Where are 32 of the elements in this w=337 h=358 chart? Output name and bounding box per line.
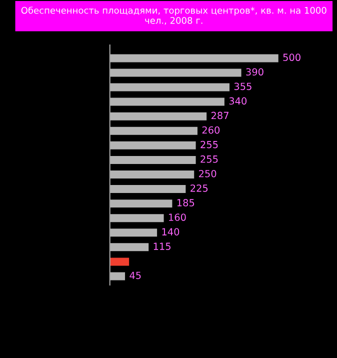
bar (110, 228, 158, 237)
bar (110, 258, 130, 266)
data-label: 160 (169, 214, 186, 221)
bar (110, 214, 164, 222)
data-label: 45 (130, 272, 141, 280)
data-label: 390 (246, 68, 264, 76)
data-label: 500 (283, 54, 300, 62)
bar (110, 98, 224, 106)
data-label: 255 (200, 155, 218, 163)
bar (110, 112, 207, 120)
bar (110, 54, 278, 62)
data-label: 287 (211, 112, 228, 120)
bar (110, 83, 230, 92)
bar (110, 170, 194, 178)
bar (110, 272, 126, 280)
bar (110, 200, 172, 208)
bar (110, 141, 196, 150)
data-label: 140 (162, 228, 180, 236)
data-label: 225 (190, 184, 208, 192)
data-label: 340 (229, 97, 247, 105)
data-label: 260 (202, 126, 220, 134)
bar (110, 185, 186, 194)
data-label: 355 (234, 82, 252, 90)
data-label: 250 (198, 170, 216, 178)
bar (110, 243, 149, 252)
bar (110, 156, 196, 164)
bar (110, 126, 198, 135)
chart-title: Обеспеченность площадями, торговых центров*, кв. м. на 1000 чел., 2008 г. (21, 6, 326, 25)
data-label: 255 (200, 140, 218, 148)
data-label: 115 (154, 242, 170, 250)
bar (110, 68, 242, 77)
data-label: 185 (177, 199, 194, 206)
